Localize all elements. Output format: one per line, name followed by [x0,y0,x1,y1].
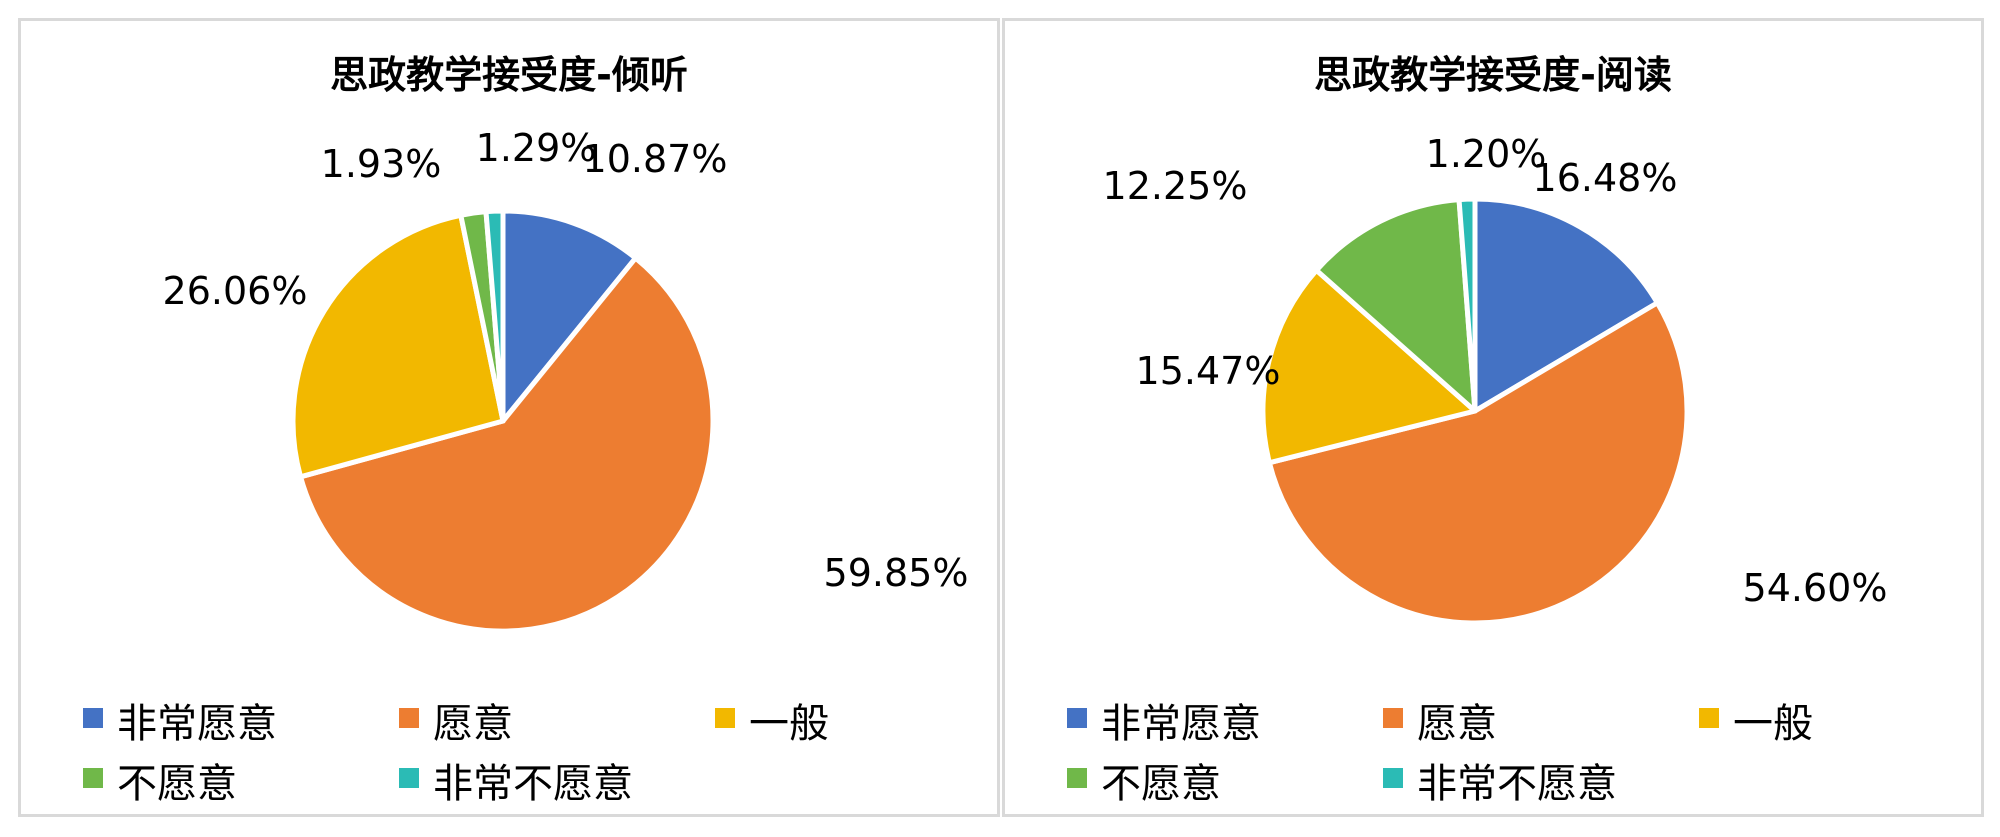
pie-chart-listening: 思政教学接受度-倾听 10.87% 59.85% 26.06% 1.93% 1.29% … [18,18,1000,817]
legend-swatch [715,708,735,728]
data-label: 12.25% [1103,164,1248,208]
legend-swatch [83,708,103,728]
data-label: 26.06% [163,269,308,313]
pie-slice-4 [1313,197,1478,414]
pie-slice-3 [1260,267,1478,466]
legend-swatch [399,708,419,728]
pie-slice-5 [483,208,506,424]
legend-swatch [1383,708,1403,728]
data-label: 10.87% [583,137,728,181]
data-labels: 10.87% 59.85% 26.06% 1.93% 1.29% [163,126,969,595]
pie-slice-2 [298,255,716,634]
legend-label: 不愿意 [1101,761,1221,807]
chart-title: 思政教学接受度-阅读 [1314,53,1672,97]
legend-swatch [399,768,419,788]
legend-label: 一般 [1733,701,1813,747]
data-label: 1.29% [476,126,597,170]
data-labels: 16.48% 54.60% 15.47% 12.25% 1.20% [1103,132,1888,610]
legend-label: 非常愿意 [1101,701,1261,747]
pie-slice-2 [1266,300,1690,626]
pie-slice-5 [1456,196,1478,414]
pie-chart-svg: 思政教学接受度-倾听 10.87%59.85%26.06%1.93% 1.29% … [83,53,969,807]
pie-slice-1 [500,208,639,424]
pie-slice-3 [290,212,506,480]
pie-chart-reading: 思政教学接受度-阅读 16.48% 54.60% 15.47% 12.25% 1.20%… [1002,18,1984,817]
legend-label: 非常不愿意 [1417,761,1617,807]
data-label: 15.47% [1136,349,1281,393]
slices [1260,196,1690,626]
legend-swatch [1699,708,1719,728]
legend-label: 不愿意 [117,761,237,807]
data-label: 16.48% [1533,156,1678,200]
legend-label: 非常不愿意 [433,761,633,807]
legend-label: 非常愿意 [117,701,277,747]
chart-title: 思政教学接受度-倾听 [330,53,688,97]
pie-chart-svg: 思政教学接受度-阅读 16.48% 54.60% 15.47% 12.25% 1.20%… [1067,53,1888,807]
legend-label: 一般 [749,701,829,747]
legend-label: 愿意 [433,701,513,747]
legend-swatch [1067,708,1087,728]
data-label: 59.85% [824,551,969,595]
legend-swatch [1383,768,1403,788]
data-label: 1.20% [1426,132,1547,176]
legend-label: 愿意 [1417,701,1497,747]
slices [290,208,716,634]
data-label: 1.93% [321,142,442,186]
legend-swatch [83,768,103,788]
legend-swatch [1067,768,1087,788]
pie-slice-1 [1472,196,1660,414]
data-label: 54.60% [1743,566,1888,610]
